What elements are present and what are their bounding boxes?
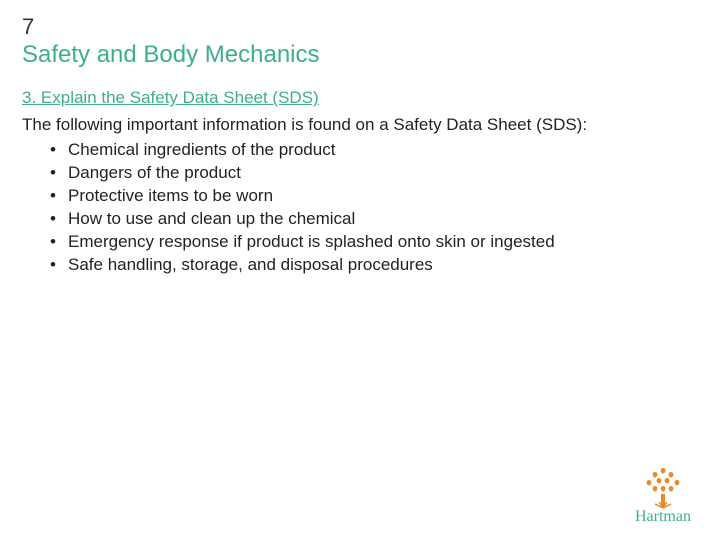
slide-container: 7 Safety and Body Mechanics 3. Explain t… [0,0,720,540]
list-item: Chemical ingredients of the product [50,139,698,162]
list-item: How to use and clean up the chemical [50,208,698,231]
publisher-logo: Hartman [628,464,698,526]
list-item: Emergency response if product is splashe… [50,231,698,254]
tree-icon [639,464,687,510]
chapter-number: 7 [22,14,698,40]
intro-text: The following important information is f… [22,114,698,137]
chapter-title: Safety and Body Mechanics [22,40,698,70]
list-item: Dangers of the product [50,162,698,185]
logo-text: Hartman [628,508,698,526]
list-item: Safe handling, storage, and disposal pro… [50,254,698,277]
section-heading: 3. Explain the Safety Data Sheet (SDS) [22,88,698,108]
bullet-list: Chemical ingredients of the product Dang… [22,139,698,277]
list-item: Protective items to be worn [50,185,698,208]
